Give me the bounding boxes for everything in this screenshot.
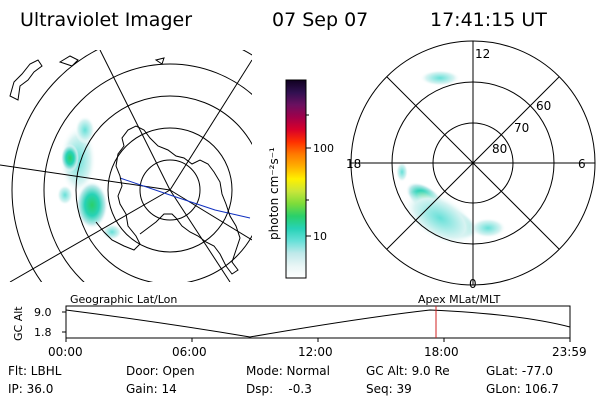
colorbar-tick-10: 10 <box>313 230 327 243</box>
timeline-xtick-1800: 18:00 <box>424 345 459 359</box>
timeline-ytick-1.8: 1.8 <box>34 326 52 339</box>
mlat-label-80: 80 <box>492 142 507 156</box>
geo-map-label: Geographic Lat/Lon <box>70 293 177 306</box>
colorbar-unit-label: photon cm⁻²s⁻¹ <box>267 147 281 240</box>
mlt-label-12: 12 <box>475 47 490 61</box>
info-mode: Mode: Normal <box>246 364 330 378</box>
info-glat: GLat: -77.0 <box>486 364 553 378</box>
colorbar: 100 10 photon cm⁻²s⁻¹ <box>267 79 334 279</box>
magnetic-meridian <box>119 177 251 219</box>
mlat-label-70: 70 <box>514 121 529 135</box>
timeline-xtick-1200: 12:00 <box>298 345 333 359</box>
info-door: Door: Open <box>126 364 195 378</box>
coastline-north <box>9 55 165 101</box>
mlt-label-0: 0 <box>469 277 477 291</box>
geo-lat-circles <box>11 50 252 282</box>
timeline-xtick-0600: 06:00 <box>172 345 207 359</box>
timeline-frame <box>65 305 571 339</box>
info-dsp: Dsp: -0.3 <box>246 382 312 396</box>
timeline-xtick-2359: 23:59 <box>552 345 587 359</box>
polar-map-label: Apex MLat/MLT <box>418 293 501 306</box>
mlt-label-6: 6 <box>578 157 586 171</box>
mlt-label-18: 18 <box>346 157 361 171</box>
timeline-ytick-9: 9.0 <box>34 306 52 319</box>
polar-mlt-lines <box>351 41 595 285</box>
info-filter: Flt: LBHL <box>8 364 62 378</box>
info-glon: GLon: 106.7 <box>486 382 559 396</box>
info-gc-alt: GC Alt: 9.0 Re <box>366 364 450 378</box>
info-seq: Seq: 39 <box>366 382 412 396</box>
geographic-map <box>0 50 252 282</box>
coastline <box>95 125 241 275</box>
header-date: 07 Sep 07 <box>272 9 368 31</box>
info-gain: Gain: 14 <box>126 382 177 396</box>
colorbar-tick-100: 100 <box>313 142 334 155</box>
header-title: Ultraviolet Imager <box>20 9 192 31</box>
info-block: Flt: LBHL IP: 36.0 Door: Open Gain: 14 M… <box>8 364 559 396</box>
header-time: 17:41:15 UT <box>430 9 547 31</box>
altitude-curve <box>65 309 571 338</box>
timeline-axis-label: GC Alt <box>12 306 25 341</box>
timeline-xtick-0000: 00:00 <box>48 345 83 359</box>
polar-aurora <box>396 70 506 246</box>
timeline-panel: 9.0 1.8 GC Alt 00:00 06:00 12:00 18:00 2… <box>12 305 587 359</box>
geo-aurora <box>57 116 122 240</box>
mlat-label-60: 60 <box>536 99 551 113</box>
polar-map: 12 18 6 0 60 70 80 <box>346 40 596 291</box>
info-ip: IP: 36.0 <box>8 382 53 396</box>
colorbar-gradient <box>285 79 307 279</box>
